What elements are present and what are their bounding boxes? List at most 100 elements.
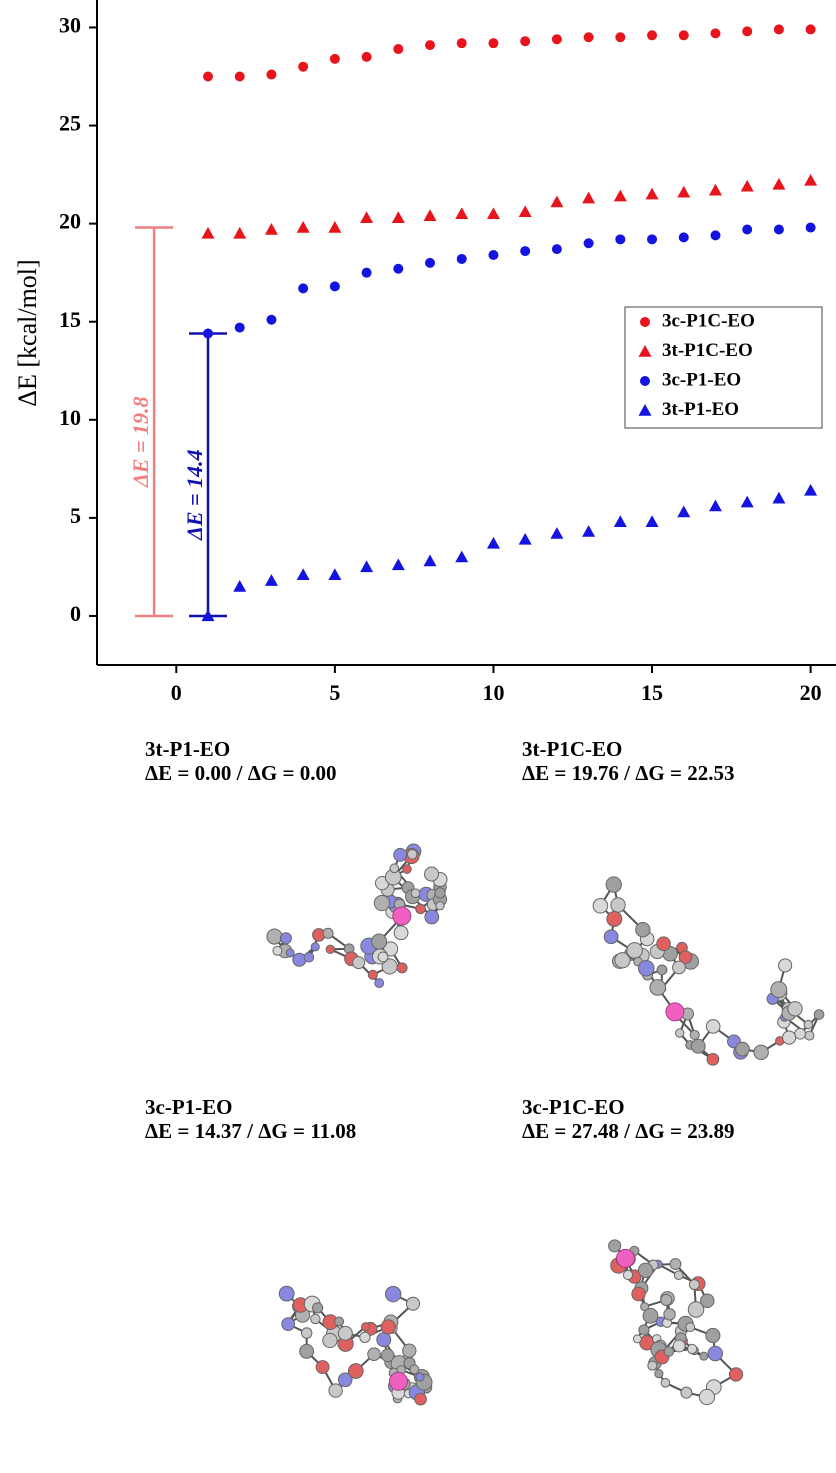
atom <box>606 911 623 927</box>
legend-box <box>624 306 823 429</box>
atom <box>272 945 283 956</box>
point <box>677 505 691 518</box>
atom <box>699 1351 709 1361</box>
atom <box>672 1339 686 1353</box>
atom <box>592 898 609 914</box>
point <box>773 224 784 235</box>
point <box>266 314 277 325</box>
molecule <box>608 1239 744 1406</box>
atom <box>669 1258 682 1271</box>
atom <box>637 959 655 977</box>
atom <box>337 1372 353 1388</box>
point <box>582 525 596 537</box>
point <box>772 177 786 190</box>
atom <box>610 897 626 913</box>
atom <box>377 951 389 963</box>
atom <box>414 1392 427 1406</box>
point <box>582 191 596 204</box>
legend-label: 3t-P1C-EO <box>662 340 753 361</box>
point <box>393 263 404 274</box>
atom <box>405 1296 421 1311</box>
atom <box>705 1019 721 1034</box>
point <box>805 222 816 233</box>
atom <box>337 1325 353 1341</box>
point <box>615 32 626 43</box>
point <box>804 483 818 496</box>
range-label: ΔE = 14.4 <box>182 449 207 541</box>
point <box>264 223 278 235</box>
atom <box>728 1367 744 1382</box>
point <box>203 71 214 82</box>
point <box>264 574 278 586</box>
atom <box>635 922 651 938</box>
atom <box>415 903 426 915</box>
atom <box>396 962 408 974</box>
atom <box>787 1001 803 1017</box>
atom <box>281 1317 296 1331</box>
atom <box>393 925 409 941</box>
point <box>233 580 247 592</box>
atom <box>322 927 334 939</box>
point <box>360 211 374 223</box>
atom <box>373 894 391 912</box>
molecule <box>278 1285 433 1406</box>
atom <box>380 1348 395 1363</box>
point <box>203 328 214 339</box>
structure-name: 3t-P1-EO <box>145 737 230 761</box>
atom <box>371 933 388 950</box>
atom <box>435 901 445 911</box>
atom <box>383 941 399 957</box>
point <box>678 30 689 41</box>
y-tick-label: 0 <box>70 601 81 626</box>
atom <box>700 1293 715 1308</box>
atom <box>434 887 446 899</box>
atom <box>660 1378 671 1388</box>
atom <box>310 942 320 952</box>
point <box>361 51 372 62</box>
point <box>329 281 340 292</box>
structure-name: 3c-P1C-EO <box>522 1095 625 1119</box>
point <box>742 26 753 37</box>
point <box>391 211 405 223</box>
point <box>201 609 215 622</box>
point <box>805 24 816 35</box>
atom <box>424 909 440 925</box>
atom <box>415 1372 425 1382</box>
atom <box>603 929 619 945</box>
y-tick-label: 15 <box>59 307 81 332</box>
range-label: ΔE = 19.8 <box>128 396 153 488</box>
x-tick-label: 10 <box>482 680 504 705</box>
atom <box>706 1052 720 1066</box>
x-tick-label: 15 <box>641 680 663 705</box>
atom <box>680 1386 693 1399</box>
point <box>550 195 564 208</box>
structure-name: 3t-P1C-EO <box>522 737 622 761</box>
point <box>583 238 594 249</box>
y-tick-label: 30 <box>59 13 81 38</box>
legend-label: 3c-P1C-EO <box>662 310 755 331</box>
point <box>613 515 627 527</box>
molecule <box>592 876 825 1066</box>
atom <box>374 978 385 989</box>
atom <box>707 1345 723 1362</box>
atom <box>689 1029 700 1041</box>
y-tick-label: 10 <box>59 405 81 430</box>
atom <box>278 1285 295 1302</box>
atom <box>813 1009 825 1020</box>
point <box>742 224 753 235</box>
point <box>455 207 469 220</box>
atom <box>626 942 643 959</box>
atom <box>622 1269 634 1281</box>
atom <box>687 1343 698 1355</box>
atom <box>402 864 412 874</box>
atom <box>376 1332 392 1348</box>
y-tick-label: 5 <box>70 503 81 528</box>
atom <box>656 964 668 976</box>
structure-energy: ΔE = 19.76 / ΔG = 22.53 <box>522 761 734 785</box>
atom <box>303 951 315 963</box>
point <box>486 536 500 549</box>
molecule <box>266 843 448 989</box>
atom <box>673 1270 684 1281</box>
metal-atom <box>665 1002 685 1022</box>
